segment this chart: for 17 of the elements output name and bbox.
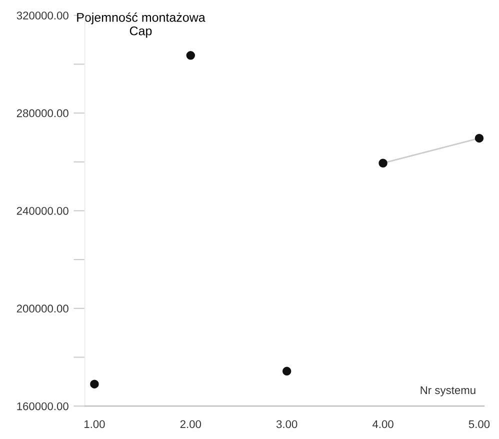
point — [378, 158, 388, 168]
x-tick-label: 5.00 — [468, 420, 490, 428]
x-tick-label: 1.00 — [84, 420, 105, 428]
y-tick-label: 280000.00 — [16, 109, 68, 118]
point — [282, 366, 292, 376]
x-tick-label: 3.00 — [276, 420, 298, 428]
y-tick-label: 160000.00 — [17, 402, 68, 410]
y-tick-label: 200000.00 — [16, 304, 68, 313]
point — [474, 134, 484, 143]
point — [186, 51, 196, 60]
x-axis-title: Nr systemu — [420, 386, 476, 396]
y-tick-label: 240000.00 — [16, 206, 68, 215]
y-axis-title: Pojemność montażowa Cap — [77, 12, 206, 38]
x-tick-label: 2.00 — [180, 420, 202, 428]
point — [90, 380, 99, 388]
y-tick-label: 320000.00 — [16, 12, 68, 20]
x-tick-label: 4.00 — [372, 420, 394, 428]
